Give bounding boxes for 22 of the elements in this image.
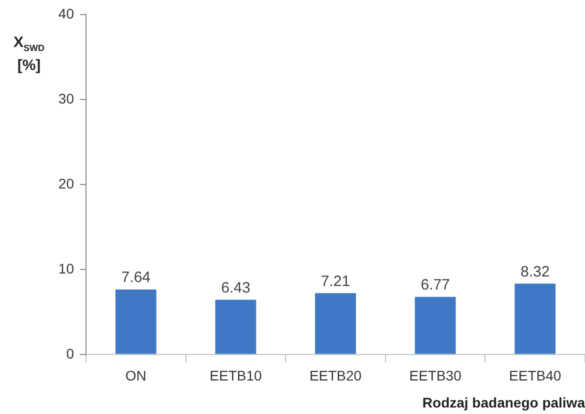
y-tick-label: 30 <box>58 90 74 106</box>
bar <box>115 289 156 354</box>
data-label: 6.43 <box>221 279 250 296</box>
bar <box>414 296 456 354</box>
x-tick-label: EETB10 <box>210 368 262 384</box>
data-label: 6.77 <box>420 276 450 294</box>
data-label: 7.64 <box>121 269 150 286</box>
data-label: 8.32 <box>520 263 550 280</box>
x-tick-label: EETB30 <box>409 368 462 384</box>
x-tick-label: EETB40 <box>509 368 562 384</box>
bar <box>215 300 256 354</box>
y-tick-label: 20 <box>58 175 74 192</box>
data-label: 7.21 <box>320 272 350 290</box>
x-axis-title: Rodzaj badanego paliwa <box>422 394 585 410</box>
x-tick-label: EETB20 <box>309 368 362 384</box>
bar <box>514 284 556 354</box>
y-tick-label: 0 <box>66 345 74 362</box>
y-tick-label: 10 <box>58 260 74 276</box>
y-tick-label: 40 <box>58 5 74 22</box>
y-axis-title: X$_{SWD}$ [%] <box>12 34 46 75</box>
x-tick-label: ON <box>125 368 146 384</box>
bar <box>315 293 356 354</box>
